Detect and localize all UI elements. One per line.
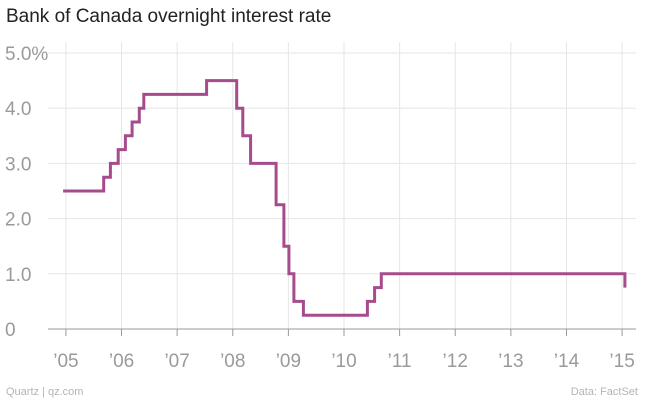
y-tick-label: 0 (5, 320, 16, 341)
y-tick-label: 3.0 (5, 154, 31, 175)
footer-source-right: Data: FactSet (570, 386, 638, 398)
chart-title: Bank of Canada overnight interest rate (6, 6, 332, 27)
x-tick-label: ’11 (388, 351, 412, 372)
y-tick-label: 5.0% (5, 44, 48, 65)
x-tick-label: ’05 (53, 351, 78, 372)
x-tick-label: ’06 (109, 351, 134, 372)
footer-source-left: Quartz | qz.com (6, 386, 84, 398)
x-axis-ticks: ’05 ’06 ’07 ’08 ’09 ’10 ’11 ’12 ’13 ’14 ’15 (53, 329, 635, 372)
x-tick-label: ’13 (498, 351, 523, 372)
x-tick-label: ’14 (554, 351, 580, 372)
x-tick-label: ’12 (443, 351, 468, 372)
x-tick-label: ’07 (164, 351, 189, 372)
x-tick-label: ’10 (331, 351, 356, 372)
y-tick-label: 4.0 (5, 99, 31, 120)
series-group (63, 79, 627, 317)
rate-series-line (63, 79, 627, 317)
gridlines (48, 42, 636, 329)
x-tick-label: ’08 (220, 351, 245, 372)
y-tick-label: 2.0 (5, 210, 31, 231)
y-tick-label: 1.0 (5, 265, 31, 286)
y-axis-ticks: 0 1.0 2.0 3.0 4.0 5.0% (5, 44, 48, 341)
x-tick-label: ’15 (609, 351, 634, 372)
x-tick-label: ’09 (276, 351, 301, 372)
